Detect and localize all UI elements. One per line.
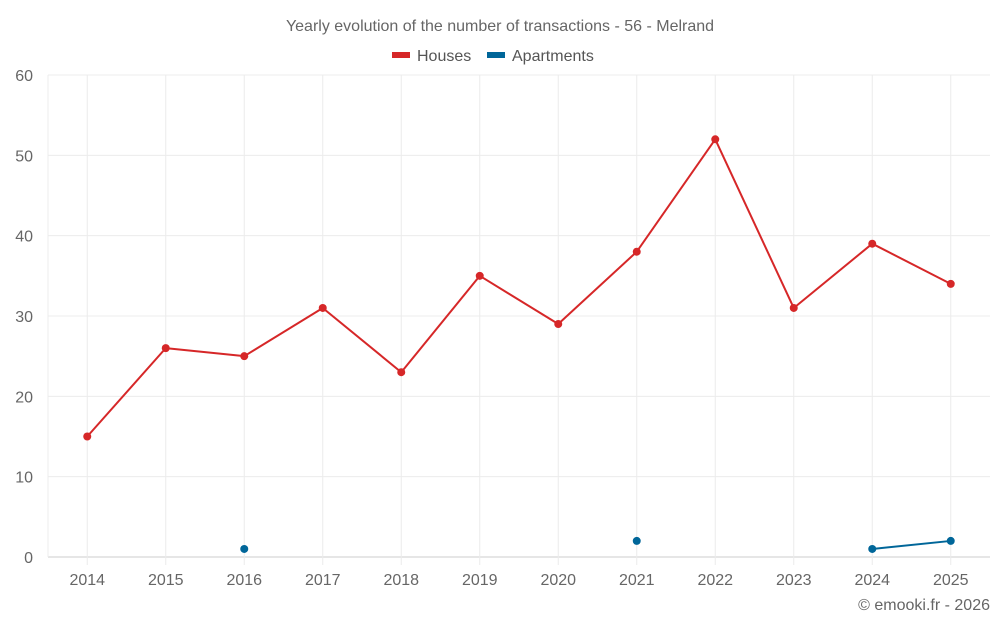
series-line-segment	[871, 242, 952, 285]
data-point[interactable]	[397, 368, 406, 377]
legend-item-apartments[interactable]: Apartments	[487, 48, 594, 65]
chart-title: Yearly evolution of the number of transa…	[286, 18, 714, 35]
y-tick-label: 0	[24, 550, 33, 567]
legend-swatch	[392, 52, 410, 58]
series-group	[83, 135, 955, 553]
series-apartments	[240, 536, 955, 553]
series-houses	[83, 135, 955, 441]
data-point[interactable]	[240, 544, 249, 553]
y-tick-label: 30	[15, 309, 33, 326]
y-tick-label: 50	[15, 148, 33, 165]
series-line-segment	[165, 347, 245, 358]
y-tick-label: 40	[15, 229, 33, 246]
data-point[interactable]	[868, 544, 877, 553]
legend: Houses Apartments	[392, 48, 594, 65]
data-point[interactable]	[632, 247, 641, 256]
x-tick-label: 2024	[854, 572, 890, 589]
data-point[interactable]	[240, 352, 249, 361]
series-line-segment	[86, 347, 167, 438]
x-tick-label: 2023	[776, 572, 812, 589]
data-point[interactable]	[554, 320, 563, 329]
series-line-segment	[243, 307, 324, 358]
data-point[interactable]	[868, 239, 877, 248]
series-line-segment	[400, 275, 481, 373]
y-tick-label: 20	[15, 389, 33, 406]
x-tick-label: 2022	[697, 572, 733, 589]
data-point[interactable]	[789, 303, 798, 312]
x-tick-label: 2015	[148, 572, 184, 589]
x-tick-label: 2018	[383, 572, 419, 589]
legend-item-houses[interactable]: Houses	[392, 48, 471, 65]
x-tick-label: 2017	[305, 572, 341, 589]
credit-text: © emooki.fr - 2026	[858, 597, 990, 614]
x-tick-label: 2021	[619, 572, 655, 589]
x-tick-label: 2020	[540, 572, 576, 589]
x-tick-label: 2025	[933, 572, 969, 589]
series-line-segment	[479, 274, 559, 325]
grid	[47, 74, 990, 565]
legend-label: Houses	[417, 48, 471, 65]
series-line-segment	[793, 242, 873, 309]
y-axis: 0 10 20 30 40 50 60	[15, 68, 33, 567]
legend-label: Apartments	[512, 48, 594, 65]
y-tick-label: 10	[15, 470, 33, 487]
x-tick-label: 2014	[69, 572, 105, 589]
data-point[interactable]	[946, 279, 955, 288]
x-axis: 2014 2015 2016 2017 2018 2019 2020 2021 2022 2023…	[69, 572, 968, 589]
data-point[interactable]	[475, 271, 484, 280]
y-tick-label: 60	[15, 68, 33, 85]
series-line-segment	[635, 138, 717, 253]
data-point[interactable]	[83, 432, 92, 441]
data-point[interactable]	[711, 135, 720, 144]
series-line-segment	[714, 138, 795, 309]
x-tick-label: 2016	[226, 572, 262, 589]
series-line-segment	[557, 250, 638, 325]
series-line-segment	[872, 539, 951, 550]
x-tick-label: 2019	[462, 572, 498, 589]
legend-swatch	[487, 52, 505, 58]
data-point[interactable]	[632, 536, 641, 545]
data-point[interactable]	[161, 344, 170, 353]
data-point[interactable]	[318, 303, 327, 312]
series-line-segment	[322, 307, 402, 374]
data-point[interactable]	[946, 536, 955, 545]
